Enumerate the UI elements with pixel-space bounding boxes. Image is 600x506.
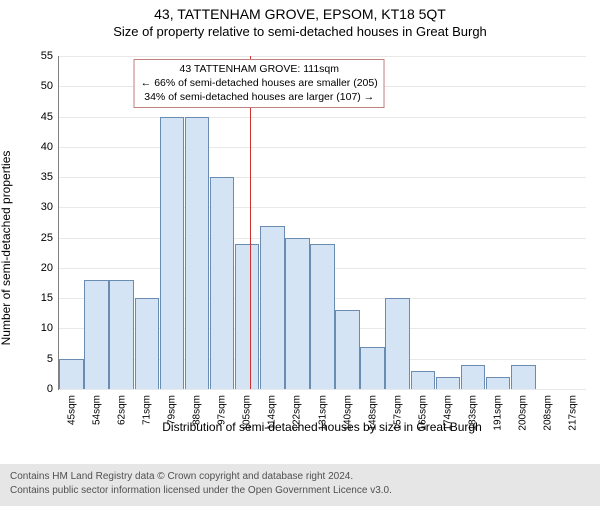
x-axis-label: Distribution of semi-detached houses by … [58, 420, 586, 434]
chart-area: Number of semi-detached properties 05101… [0, 50, 600, 446]
y-tick-label: 45 [41, 111, 53, 123]
gridline [59, 117, 586, 118]
histogram-bar [436, 377, 461, 389]
y-tick-label: 15 [41, 292, 53, 304]
histogram-bar [59, 359, 84, 389]
y-tick-label: 10 [41, 322, 53, 334]
page-title: 43, TATTENHAM GROVE, EPSOM, KT18 5QT [0, 6, 600, 22]
histogram-bar [285, 238, 310, 389]
y-tick-label: 5 [47, 353, 53, 365]
annotation-line: 34% of semi-detached houses are larger (… [141, 91, 378, 105]
footer-line-1: Contains HM Land Registry data © Crown c… [10, 470, 590, 484]
gridline [59, 389, 586, 390]
histogram-bar [135, 298, 160, 389]
histogram-bar [335, 310, 360, 389]
footer-line-2: Contains public sector information licen… [10, 484, 590, 498]
y-tick-label: 25 [41, 232, 53, 244]
annotation-line: ← 66% of semi-detached houses are smalle… [141, 77, 378, 91]
histogram-bar [109, 280, 134, 389]
histogram-bar [486, 377, 511, 389]
page-subtitle: Size of property relative to semi-detach… [0, 24, 600, 39]
y-tick-label: 30 [41, 201, 53, 213]
annotation-line: 43 TATTENHAM GROVE: 111sqm [141, 63, 378, 77]
y-tick-label: 35 [41, 171, 53, 183]
histogram-bar [260, 226, 285, 389]
y-tick-label: 20 [41, 262, 53, 274]
histogram-bar [84, 280, 109, 389]
gridline [59, 177, 586, 178]
annotation-box: 43 TATTENHAM GROVE: 111sqm← 66% of semi-… [134, 59, 385, 108]
y-tick-label: 55 [41, 50, 53, 62]
y-tick-label: 50 [41, 80, 53, 92]
histogram-bar [385, 298, 410, 389]
histogram-bar [160, 117, 185, 389]
gridline [59, 56, 586, 57]
y-tick-label: 40 [41, 141, 53, 153]
y-tick-label: 0 [47, 383, 53, 395]
histogram-bar [185, 117, 210, 389]
plot-region: 051015202530354045505545sqm54sqm62sqm71s… [58, 56, 586, 390]
histogram-bar [310, 244, 335, 389]
histogram-bar [411, 371, 436, 389]
histogram-bar [360, 347, 385, 389]
histogram-bar [461, 365, 486, 389]
gridline [59, 207, 586, 208]
gridline [59, 147, 586, 148]
histogram-bar [511, 365, 536, 389]
gridline [59, 238, 586, 239]
histogram-bar [235, 244, 260, 389]
histogram-bar [210, 177, 235, 389]
